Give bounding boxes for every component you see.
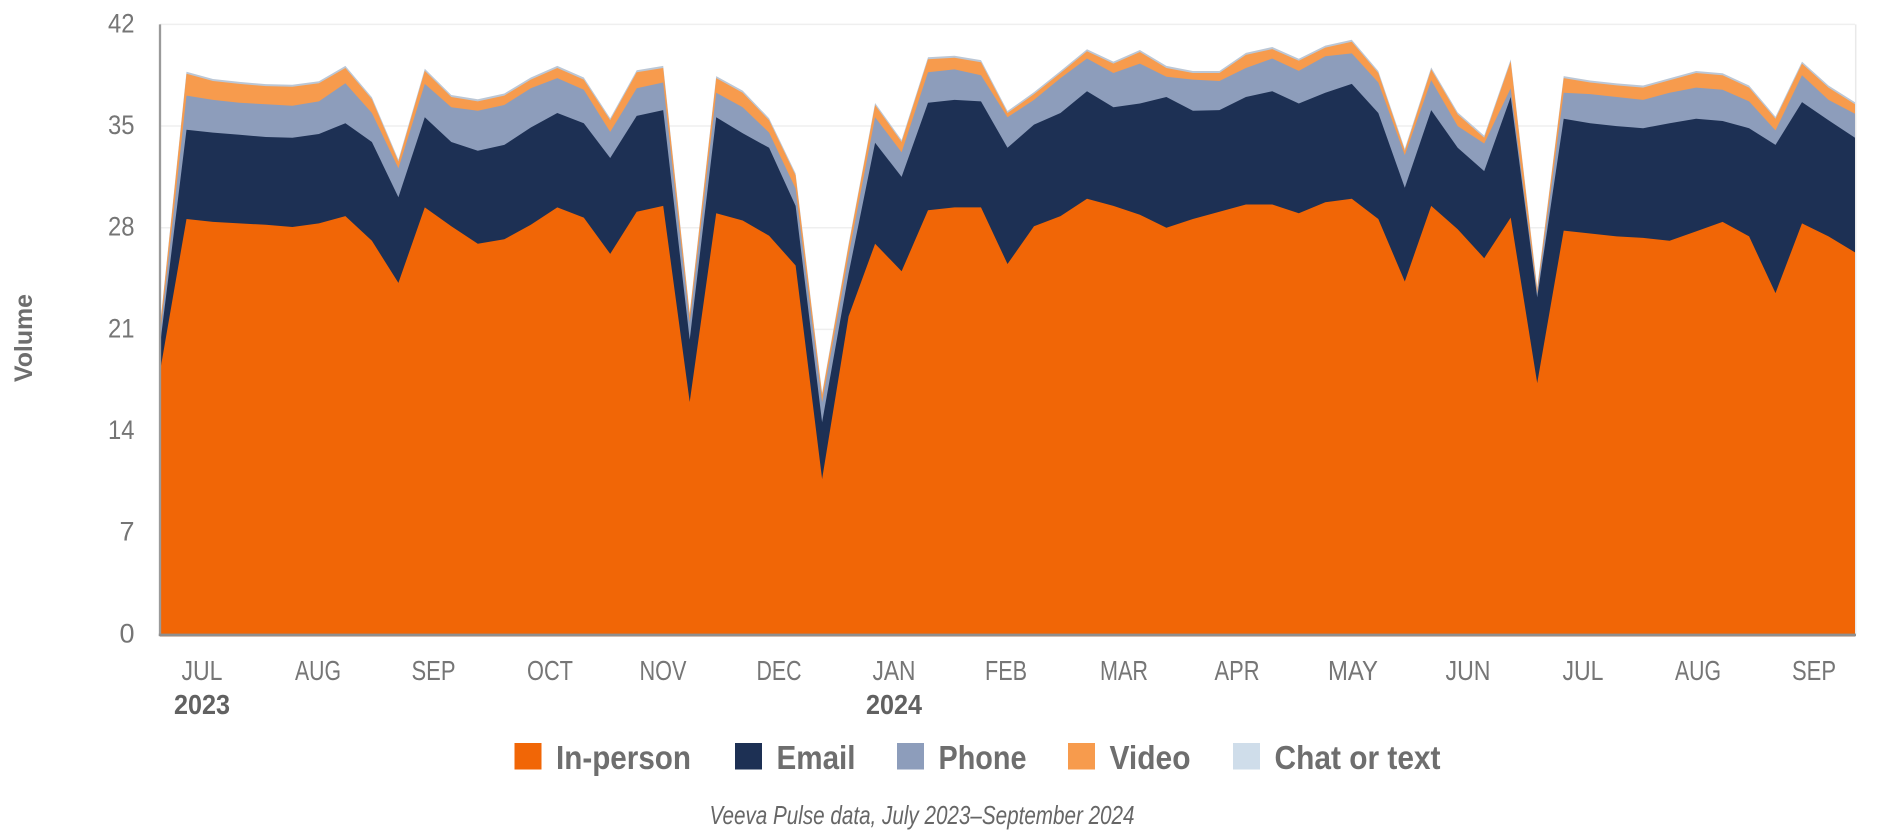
svg-text:2024: 2024 bbox=[866, 689, 923, 720]
svg-text:SEP: SEP bbox=[1792, 655, 1836, 686]
svg-text:2023: 2023 bbox=[174, 689, 230, 720]
svg-text:AUG: AUG bbox=[1675, 655, 1721, 686]
svg-text:Volume: Volume bbox=[10, 294, 38, 382]
svg-text:In-person: In-person bbox=[556, 739, 691, 776]
svg-text:42: 42 bbox=[108, 8, 135, 38]
svg-text:Phone: Phone bbox=[939, 739, 1027, 776]
svg-text:JAN: JAN bbox=[873, 655, 916, 686]
svg-text:MAY: MAY bbox=[1328, 655, 1378, 686]
svg-text:Video: Video bbox=[1110, 739, 1191, 776]
svg-text:7: 7 bbox=[119, 517, 134, 547]
svg-text:0: 0 bbox=[119, 618, 134, 648]
svg-text:JUL: JUL bbox=[182, 655, 223, 686]
svg-text:14: 14 bbox=[108, 415, 135, 445]
svg-text:AUG: AUG bbox=[295, 655, 341, 686]
svg-text:SEP: SEP bbox=[412, 655, 456, 686]
svg-text:28: 28 bbox=[108, 212, 135, 242]
svg-text:35: 35 bbox=[108, 110, 135, 140]
svg-text:JUN: JUN bbox=[1446, 655, 1491, 686]
svg-text:MAR: MAR bbox=[1100, 655, 1148, 686]
svg-text:JUL: JUL bbox=[1563, 655, 1604, 686]
svg-text:FEB: FEB bbox=[985, 655, 1027, 686]
svg-text:OCT: OCT bbox=[527, 655, 573, 686]
svg-text:DEC: DEC bbox=[757, 655, 802, 686]
svg-text:Veeva Pulse data, July 2023–Se: Veeva Pulse data, July 2023–September 20… bbox=[710, 800, 1135, 830]
svg-text:21: 21 bbox=[108, 313, 135, 343]
svg-text:NOV: NOV bbox=[640, 655, 688, 686]
svg-text:Chat or text: Chat or text bbox=[1275, 739, 1441, 776]
svg-text:APR: APR bbox=[1215, 655, 1260, 686]
svg-text:Email: Email bbox=[777, 739, 856, 776]
